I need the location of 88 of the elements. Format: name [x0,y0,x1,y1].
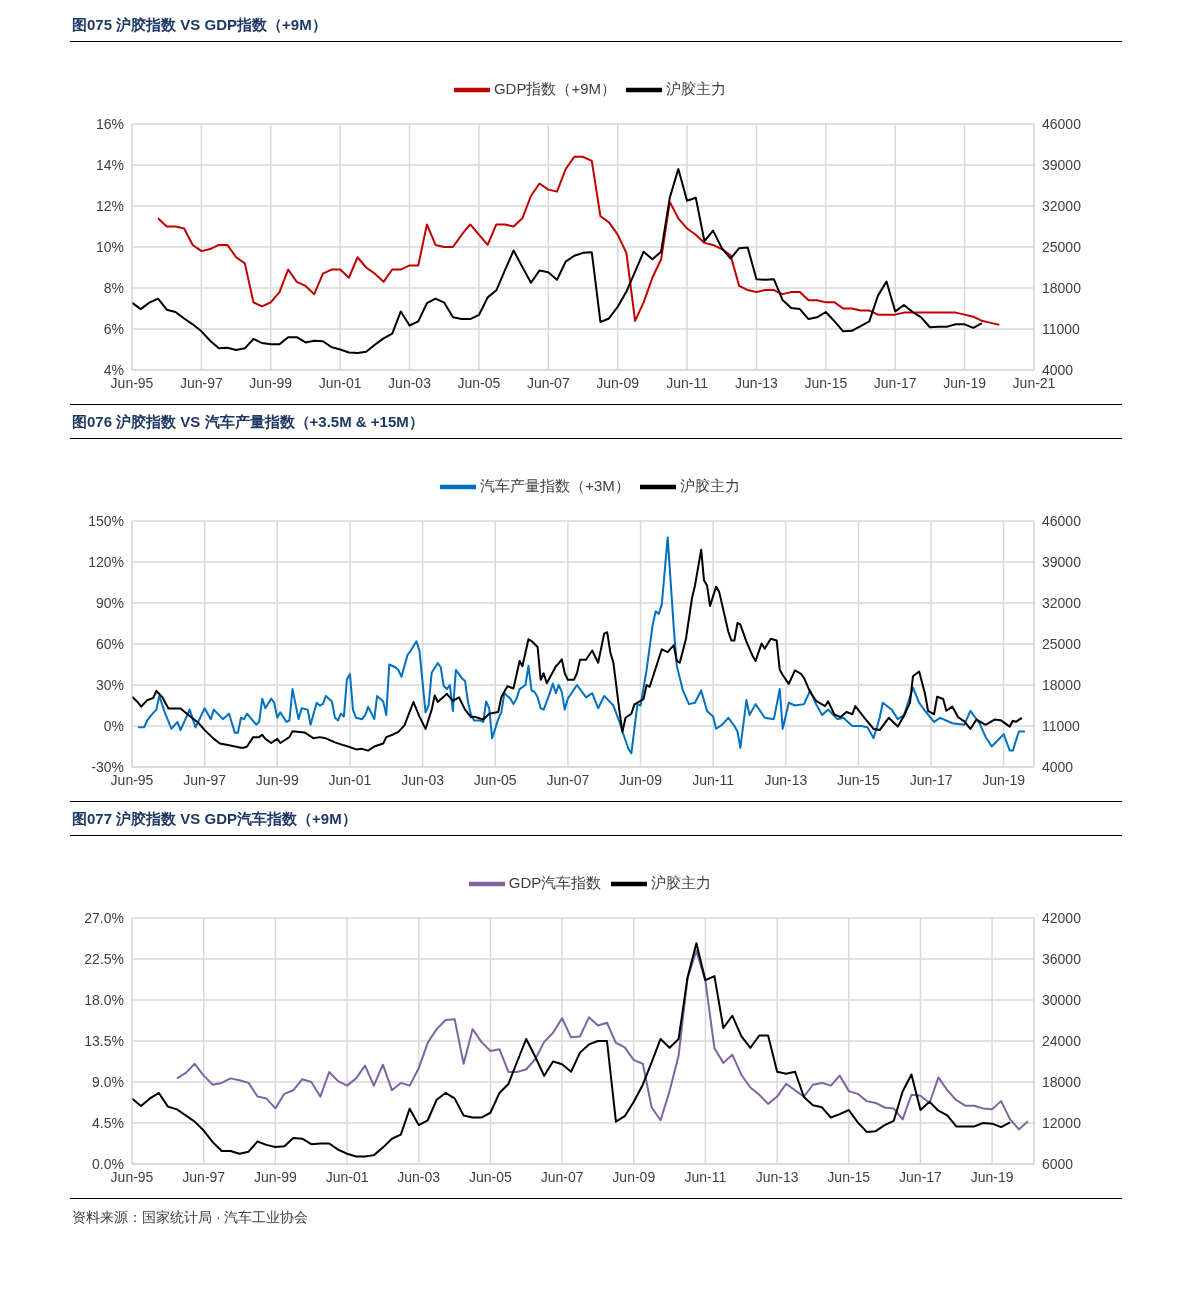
y-tick-label: 10% [95,238,124,255]
legend-label: GDP指数（+9M） [493,79,617,97]
x-tick-label: Jun-09 [612,1168,656,1185]
line-series [157,155,1001,326]
y-tick-label: 60% [95,635,124,652]
legend-label: GDP汽车指数 [508,873,602,891]
x-tick-label: Jun-13 [735,374,779,391]
y2-tick-label: 32000 [1042,594,1082,611]
y2-tick-label: 12000 [1042,1114,1082,1131]
x-tick-label: Jun-15 [836,771,881,788]
y2-tick-label: 32000 [1042,197,1082,214]
chart-title: 图077 沪胶指数 VS GDP汽车指数（+9M） [70,802,1122,836]
y2-tick-label: 39000 [1042,553,1082,570]
x-tick-label: Jun-17 [899,1168,943,1185]
y2-tick-label: 11000 [1042,320,1081,337]
y-tick-label: 0% [103,717,124,734]
y-tick-label: 16% [95,115,124,132]
x-tick-label: Jun-01 [325,1168,369,1185]
y2-tick-label: 6000 [1042,1155,1074,1172]
x-tick-label: Jun-11 [684,1168,727,1185]
legend-label: 汽车产量指数（+3M） [480,476,630,494]
y-tick-label: 150% [88,512,124,529]
y2-tick-label: 4000 [1042,758,1074,775]
chart-title: 图076 沪胶指数 VS 汽车产量指数（+3.5M & +15M） [70,405,1122,439]
x-tick-label: Jun-01 [318,374,362,391]
y-tick-label: 8% [103,279,124,296]
x-tick-label: Jun-07 [526,374,570,391]
line-series [132,168,983,355]
x-tick-label: Jun-05 [457,374,501,391]
y2-tick-label: 42000 [1042,909,1082,926]
x-tick-label: Jun-15 [827,1168,871,1185]
x-tick-label: Jun-99 [249,374,293,391]
x-tick-label: Jun-05 [469,1168,513,1185]
legend-label: 沪胶主力 [666,79,727,97]
x-tick-label: Jun-11 [692,771,735,788]
x-tick-label: Jun-05 [473,771,517,788]
text: 资料来源：国家统计局 · 汽车工业协会 [71,1208,310,1227]
y2-tick-label: 39000 [1042,156,1082,173]
y-tick-label: 13.5% [84,1032,124,1049]
x-tick-label: Jun-17 [873,374,917,391]
y2-tick-label: 25000 [1042,238,1082,255]
y2-tick-label: 18000 [1042,279,1082,296]
y-tick-label: 14% [95,156,124,173]
y2-tick-label: 18000 [1042,1073,1082,1090]
y-tick-label: 12% [95,197,124,214]
x-tick-label: Jun-03 [401,771,445,788]
line-series [132,942,1012,1158]
x-tick-label: Jun-97 [183,771,227,788]
x-tick-label: Jun-09 [596,374,640,391]
y2-tick-label: 46000 [1042,115,1082,132]
y2-tick-label: 30000 [1042,991,1082,1008]
y-tick-label: 4.5% [92,1114,124,1131]
line-series [175,949,1030,1131]
y-tick-label: 30% [95,676,124,693]
x-tick-label: Jun-03 [397,1168,441,1185]
legend-label: 沪胶主力 [651,873,712,891]
x-tick-label: Jun-19 [970,1168,1014,1185]
x-tick-label: Jun-13 [755,1168,799,1185]
x-tick-label: Jun-13 [764,771,808,788]
x-tick-label: Jun-97 [180,374,224,391]
y2-tick-label: 25000 [1042,635,1082,652]
x-tick-label: Jun-01 [328,771,372,788]
x-tick-label: Jun-99 [253,1168,297,1185]
x-tick-label: Jun-07 [540,1168,584,1185]
y2-tick-label: 36000 [1042,950,1082,967]
x-tick-label: Jun-97 [182,1168,226,1185]
x-tick-label: Jun-19 [943,374,987,391]
x-tick-label: Jun-07 [546,771,590,788]
y-tick-label: 120% [88,553,124,570]
x-tick-label: Jun-11 [666,374,709,391]
chart-title: 图075 沪胶指数 VS GDP指数（+9M） [70,8,1122,42]
y2-tick-label: 24000 [1042,1032,1082,1049]
x-tick-label: Jun-17 [909,771,953,788]
x-tick-label: Jun-09 [619,771,663,788]
y2-tick-label: 11000 [1042,717,1081,734]
y-tick-label: 6% [103,320,124,337]
y-tick-label: 27.0% [84,909,124,926]
y2-tick-label: 46000 [1042,512,1082,529]
y2-tick-label: 18000 [1042,676,1082,693]
x-tick-label: Jun-99 [255,771,299,788]
y-tick-label: 22.5% [84,950,124,967]
x-tick-label: Jun-03 [388,374,432,391]
x-tick-label: Jun-15 [804,374,848,391]
y-tick-label: 18.0% [84,991,124,1008]
legend-label: 沪胶主力 [679,476,740,494]
x-tick-label: Jun-19 [982,771,1026,788]
y-tick-label: 90% [95,594,124,611]
y-tick-label: 9.0% [92,1073,124,1090]
